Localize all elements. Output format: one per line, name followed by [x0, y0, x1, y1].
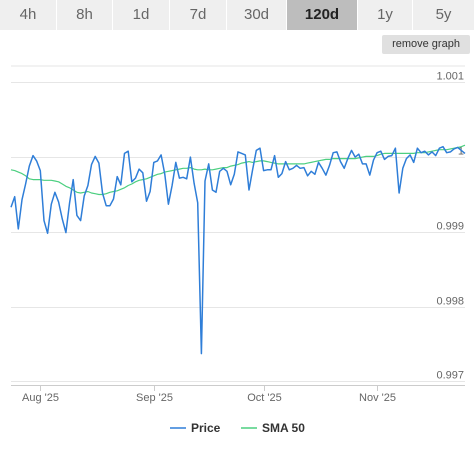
legend-label: Price	[191, 421, 221, 435]
tab-1d[interactable]: 1d	[113, 0, 170, 30]
legend: Price SMA 50	[170, 421, 305, 435]
legend-item-price[interactable]: Price	[170, 421, 221, 435]
y-tick-label: 0.998	[436, 296, 464, 308]
y-tick-label: 0.997	[436, 370, 464, 382]
x-tick-label: Nov '25	[359, 392, 396, 404]
tab-30d[interactable]: 30d	[227, 0, 287, 30]
series-lines	[10, 144, 466, 355]
tab-120d[interactable]: 120d	[287, 0, 358, 30]
tab-8h[interactable]: 8h	[57, 0, 113, 30]
x-tick-label: Aug '25	[22, 392, 59, 404]
x-tick-label: Oct '25	[247, 392, 282, 404]
tab-1y[interactable]: 1y	[358, 0, 413, 30]
y-tick-label: 0.999	[436, 221, 464, 233]
time-range-tabs: 4h 8h 1d 7d 30d 120d 1y 5y	[0, 0, 474, 30]
legend-label: SMA 50	[262, 421, 305, 435]
x-tick-label: Sep '25	[136, 392, 173, 404]
gridlines	[11, 65, 465, 382]
tab-7d[interactable]: 7d	[170, 0, 227, 30]
legend-item-sma50[interactable]: SMA 50	[241, 421, 305, 435]
tab-4h[interactable]: 4h	[0, 0, 57, 30]
remove-graph-button[interactable]: remove graph	[382, 35, 470, 54]
y-tick-label: 1	[458, 146, 464, 158]
y-tick-label: 1.001	[436, 71, 464, 83]
tab-5y[interactable]: 5y	[413, 0, 474, 30]
y-axis-labels: 0.997 0.998 0.999 1 1.001	[436, 71, 464, 382]
price-series-line	[10, 145, 466, 355]
x-axis: Aug '25 Sep '25 Oct '25 Nov '25	[11, 385, 465, 404]
sma50-series-line	[10, 144, 466, 196]
